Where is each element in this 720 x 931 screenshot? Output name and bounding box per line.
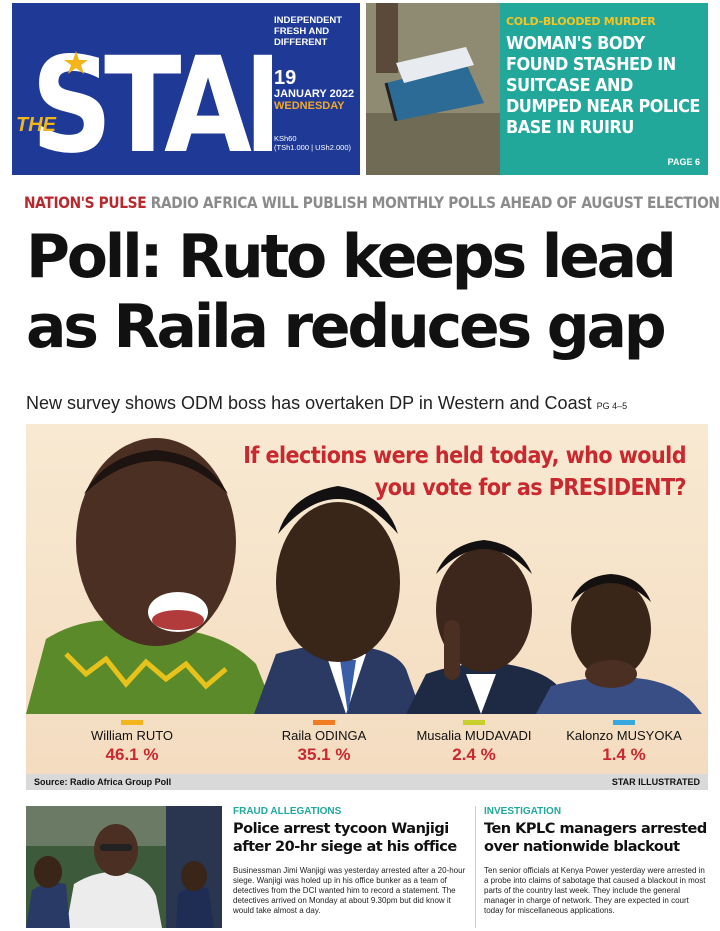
subheadline: New survey shows ODM boss has overtaken … — [26, 393, 627, 414]
poll-credit: STAR ILLUSTRATED — [611, 777, 700, 787]
masthead-info: INDEPENDENT FRESH AND DIFFERENT 19 JANUA… — [274, 15, 358, 152]
poll-source-bar: Source: Radio Africa Group Poll STAR ILL… — [26, 774, 708, 790]
price-ksh: KSh60 — [274, 134, 297, 143]
story1-kicker: FRAUD ALLEGATIONS — [233, 806, 342, 817]
candidate-percentage: 46.1 % — [105, 745, 159, 764]
candidate-name: Musalia MUDAVADI — [416, 728, 532, 743]
story1-body: Businessman Jimi Wanjigi was yesterday a… — [233, 866, 466, 915]
poll-graphic: If elections were held today, who would … — [26, 424, 708, 774]
logo-the: THE — [16, 114, 57, 136]
story-kplc[interactable]: INVESTIGATION Ten KPLC managers arrested… — [484, 806, 708, 916]
logo-text: STAR — [31, 30, 272, 175]
kalonzo-photo — [536, 574, 702, 714]
column-divider — [475, 806, 476, 928]
candidate-percentage: 35.1 % — [297, 745, 351, 764]
tagline-2: FRESH AND — [274, 26, 330, 37]
candidate-musyoka: Kalonzo MUSYOKA 1.4 % — [564, 720, 684, 765]
issue-month: JANUARY 2022 — [274, 88, 355, 100]
star-logo: STAR THE — [16, 30, 272, 175]
candidate-name: Kalonzo MUSYOKA — [566, 728, 682, 743]
story1-photo[interactable] — [26, 806, 222, 928]
candidate-odinga: Raila ODINGA 35.1 % — [274, 720, 374, 765]
pulse-label: NATION'S PULSE — [24, 193, 147, 212]
star-icon — [64, 51, 88, 74]
candidate-percentage: 1.4 % — [602, 745, 646, 764]
issue-day: 19 — [274, 67, 297, 89]
candidate-photos — [26, 438, 702, 714]
story1-headline[interactable]: Police arrest tycoon Wanjigi after 20-hr… — [233, 821, 457, 855]
candidate-percentage: 2.4 % — [452, 745, 496, 764]
pulse-text: RADIO AFRICA WILL PUBLISH MONTHLY POLLS … — [150, 193, 720, 212]
question-line-1: If elections were held today, who would — [243, 443, 686, 469]
candidate-color-swatch — [313, 720, 335, 725]
story2-kicker: INVESTIGATION — [484, 806, 562, 817]
price-other: (TSh1.000 | USh2.000) — [274, 143, 351, 152]
candidate-color-swatch — [463, 720, 485, 725]
teaser-box[interactable]: COLD-BLOODED MURDER WOMAN'S BODY FOUND S… — [500, 3, 708, 175]
story-wanjigi[interactable]: FRAUD ALLEGATIONS Police arrest tycoon W… — [233, 806, 468, 916]
candidate-name: William RUTO — [90, 728, 174, 743]
teaser-page: PAGE 6 — [667, 157, 700, 167]
mudavadi-photo — [406, 540, 566, 714]
headline-line-2: as Raila reduces gap — [26, 292, 667, 362]
tagline-1: INDEPENDENT — [274, 15, 343, 26]
subhead-text: New survey shows ODM boss has overtaken … — [26, 393, 592, 413]
main-headline[interactable]: Poll: Ruto keeps lead as Raila reduces g… — [26, 222, 716, 362]
issue-weekday: WEDNESDAY — [274, 100, 345, 112]
tagline-3: DIFFERENT — [274, 37, 328, 48]
teaser-photo[interactable] — [366, 3, 500, 175]
candidate-name: Raila ODINGA — [281, 728, 367, 743]
masthead: STAR THE INDEPENDENT FRESH AND DIFFERENT… — [12, 3, 360, 175]
nations-pulse-line: NATION'S PULSE RADIO AFRICA WILL PUBLISH… — [24, 193, 720, 212]
story2-body: Ten senior officials at Kenya Power yest… — [484, 866, 706, 915]
candidate-color-swatch — [121, 720, 143, 725]
candidate-mudavadi: Musalia MUDAVADI 2.4 % — [414, 720, 534, 765]
headline-line-1: Poll: Ruto keeps lead — [26, 222, 677, 292]
ruto-photo — [26, 438, 276, 714]
candidate-ruto: William RUTO 46.1 % — [84, 720, 180, 765]
teaser-kicker: COLD-BLOODED MURDER — [506, 15, 656, 28]
question-line-2: you vote for as PRESIDENT? — [374, 475, 687, 501]
poll-source: Source: Radio Africa Group Poll — [34, 777, 172, 787]
story2-headline[interactable]: Ten KPLC managers arrested over nationwi… — [484, 821, 707, 855]
subhead-pages: PG 4–5 — [596, 401, 628, 411]
teaser-headline[interactable]: WOMAN'S BODY FOUND STASHED IN SUITCASE A… — [506, 34, 700, 138]
candidate-color-swatch — [613, 720, 635, 725]
raila-photo — [254, 486, 422, 714]
poll-question: If elections were held today, who would … — [218, 440, 686, 504]
